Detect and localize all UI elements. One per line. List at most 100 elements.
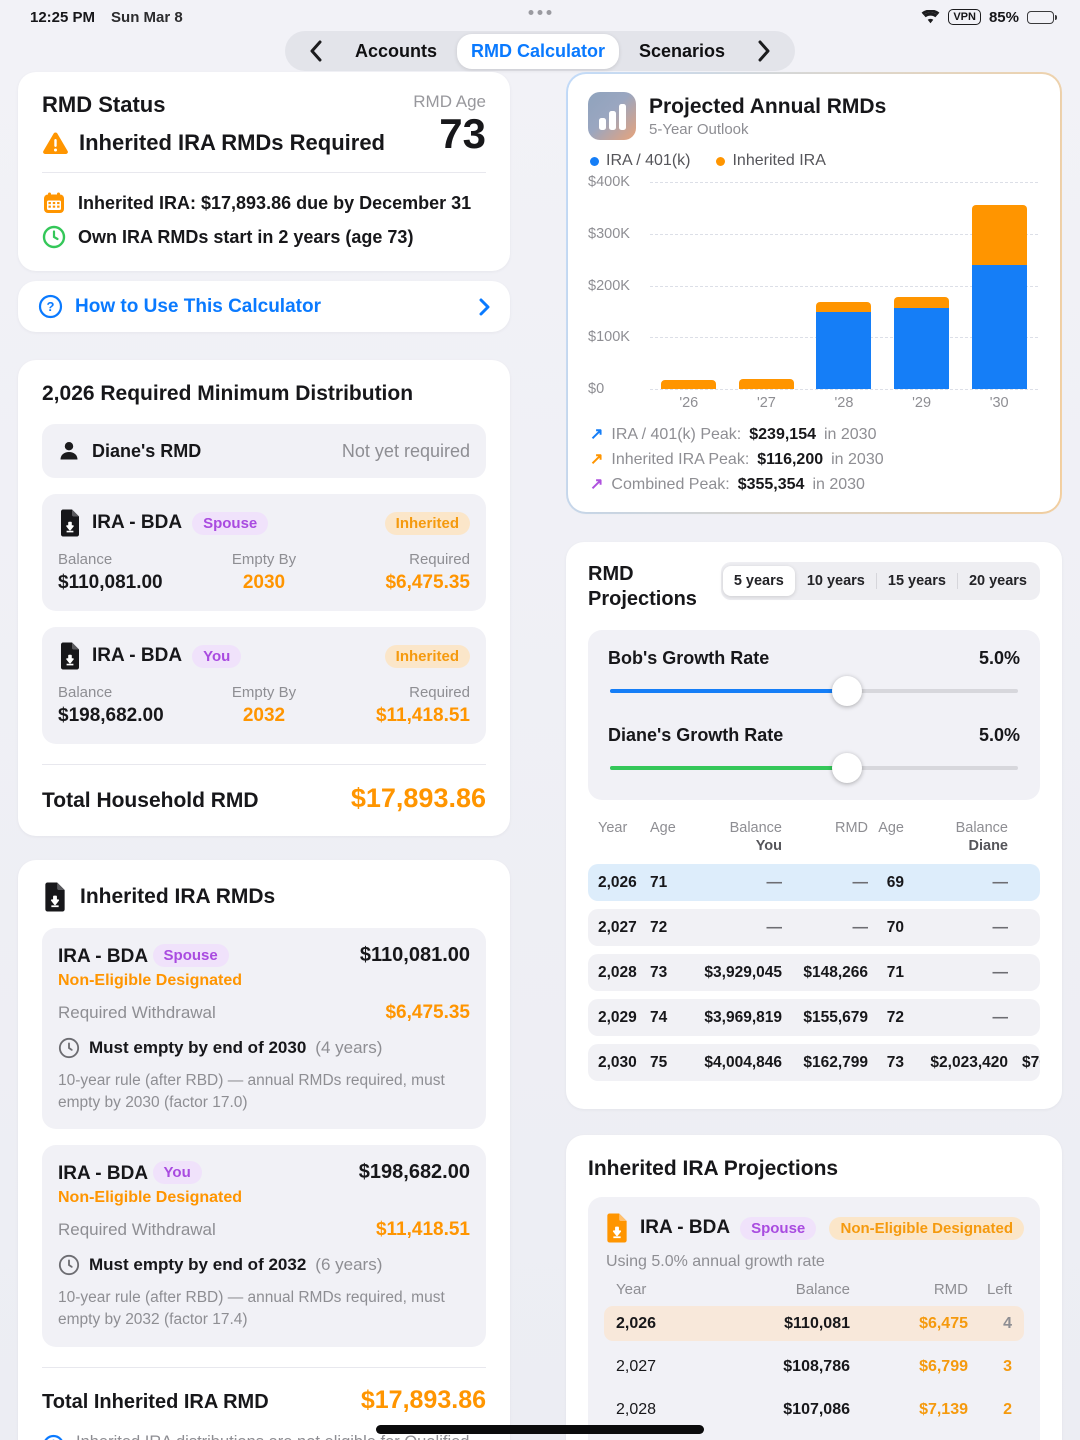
inherited-row-2026: 2,026 $110,081 $6,475 4 [604,1306,1024,1341]
clock-icon [42,225,66,249]
table-header-cell: RMD [1008,820,1040,854]
y-axis-label: $0 [588,381,605,397]
range-option-15-years[interactable]: 15 years [887,573,946,589]
diane-growth-slider[interactable] [610,753,1018,783]
owner-badge: Spouse [740,1216,817,1240]
projection-cell: 72 [886,1008,904,1026]
person-icon [58,440,80,462]
legend-dot-icon [716,156,726,166]
inherited-cell: $6,475 [919,1314,968,1332]
document-download-icon [58,509,82,537]
segment-separator [875,573,877,589]
projection-cell: — [1008,874,1040,892]
status-time: 12:25 PM [30,8,96,26]
nav-tab-rmd-calculator[interactable]: RMD Calculator [456,33,619,69]
range-option-10-years[interactable]: 10 years [806,573,865,589]
ira-401k-segment [971,265,1027,389]
projection-cell: $4,004,846 [704,1053,782,1071]
projection-cell: $76,355 [1021,1053,1040,1071]
must-empty-text: Must empty by end of 2032 [89,1255,307,1275]
rmd-status-title: RMD Status [42,92,166,117]
clock-outline-icon [58,1254,80,1276]
beneficiary-type-badge: Non-Eligible Designated [829,1216,1024,1240]
slider-knob[interactable] [831,676,862,706]
header-label: RMD [1008,820,1040,836]
required-minimum-distribution-card: 2,026 Required Minimum Distribution Dian… [18,360,510,837]
account-row-you: IRA - BDA You Inherited Balance $198,682… [42,627,486,745]
inherited-cell: $108,786 [783,1357,850,1375]
svg-text:?: ? [47,299,55,314]
x-axis-label: '27 [756,395,776,411]
projection-cell: — [992,963,1009,981]
bob-growth-slider[interactable] [610,676,1018,706]
inherited-ira-rmds-title: Inherited IRA RMDs [80,885,276,909]
inherited-account-spouse: IRA - BDA Spouse Non-Eligible Designated… [42,928,486,1130]
inherited-header-cell: Year [616,1281,647,1298]
slider-knob[interactable] [831,753,862,783]
peak-label: IRA / 401(k) Peak: [611,426,742,443]
inherited-ira-segment [816,302,872,312]
chevron-right-icon[interactable] [749,36,779,66]
table-header-cell: Balance Diane [904,820,1008,854]
inherited-cell: $107,086 [783,1400,850,1418]
growth-rate-note: Using 5.0% annual growth rate [606,1253,825,1270]
projection-row-2028: 2,028 73 $3,929,045 $148,266 71 —— [588,954,1040,991]
peak-label: Inherited IRA Peak: [611,451,750,468]
inherited-ira-projections-card: Inherited IRA Projections IRA - BDA Spou… [566,1135,1062,1440]
multitask-dots-icon[interactable] [528,10,552,15]
projection-cell: — [992,918,1009,936]
warning-triangle-icon [42,131,69,155]
inherited-cell: 2 [1003,1400,1012,1418]
status-date: Sun Mar 8 [111,8,183,26]
nav-tab-accounts[interactable]: Accounts [354,40,437,61]
table-header-cell: Year [598,820,650,854]
nav-tab-scenarios[interactable]: Scenarios [638,40,726,61]
peak-suffix: in 2030 [812,476,865,493]
peak-value: $239,154 [749,426,816,443]
inherited-ira-segment [894,297,950,308]
range-option-5-years[interactable]: 5 years [722,566,795,596]
bar-stack [661,380,717,389]
y-axis-label: $200K [588,277,630,294]
projection-cell: — [1008,1009,1040,1027]
header-label: Balance [729,820,782,836]
chevron-left-icon[interactable] [301,36,331,66]
segment-separator [956,573,958,589]
x-axis-label: '30 [989,395,1009,411]
battery-icon [1027,10,1057,24]
peak-value: $116,200 [757,451,824,468]
range-option-20-years[interactable]: 20 years [968,573,1027,589]
projection-cell: — [852,918,869,936]
battery-percent: 85% [988,8,1019,26]
chart-peaks-summary: ↗ IRA / 401(k) Peak: $239,154 in 2030 ↗ Inher… [590,424,1040,494]
inherited-cell: 2,026 [616,1314,657,1332]
projection-cell: 71 [650,873,668,891]
projected-rmds-card-border: Projected Annual RMDs 5-Year Outlook IRA… [566,72,1062,514]
chart-title: Projected Annual RMDs [649,94,887,118]
how-to-use-button[interactable]: ? How to Use This Calculator [18,281,510,333]
bob-growth-value: 5.0% [978,648,1020,668]
balance-value: $110,081.00 [58,572,163,594]
projection-cell: — [1008,964,1040,982]
legend-label: Inherited IRA [732,152,826,169]
projection-cell: 74 [650,1008,668,1026]
total-household-rmd-label: Total Household RMD [42,789,259,813]
rmd-projections-card: RMD Projections 5 years 10 years 15 years 2… [566,542,1062,1109]
y-axis-label: $100K [588,329,630,346]
diane-rmd-row: Diane's RMD Not yet required [42,424,486,479]
owner-badge: Spouse [192,511,269,535]
bar-stack [738,379,794,389]
projection-cell: 73 [650,963,668,981]
info-circle-icon [42,1434,65,1440]
inherited-row-2028: 2,028 $107,086 $7,139 2 [604,1392,1024,1427]
bar-stack [816,302,872,389]
inherited-projection-account: IRA - BDA Spouse Non-Eligible Designated… [588,1197,1040,1440]
vpn-badge: VPN [948,9,981,25]
projection-cell: 73 [886,1053,904,1071]
required-withdrawal-value: $11,418.51 [375,1219,470,1241]
home-indicator[interactable] [376,1425,704,1434]
inherited-ira-rmds-card: Inherited IRA RMDs IRA - BDA Spouse Non-… [18,860,510,1440]
table-header-cell: Balance You [678,820,782,854]
